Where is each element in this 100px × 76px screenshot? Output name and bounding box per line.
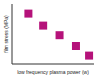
svg-text:low frequency plasma power (w): low frequency plasma power (w) — [17, 69, 89, 75]
svg-text:film stress (MPa): film stress (MPa) — [3, 15, 9, 53]
